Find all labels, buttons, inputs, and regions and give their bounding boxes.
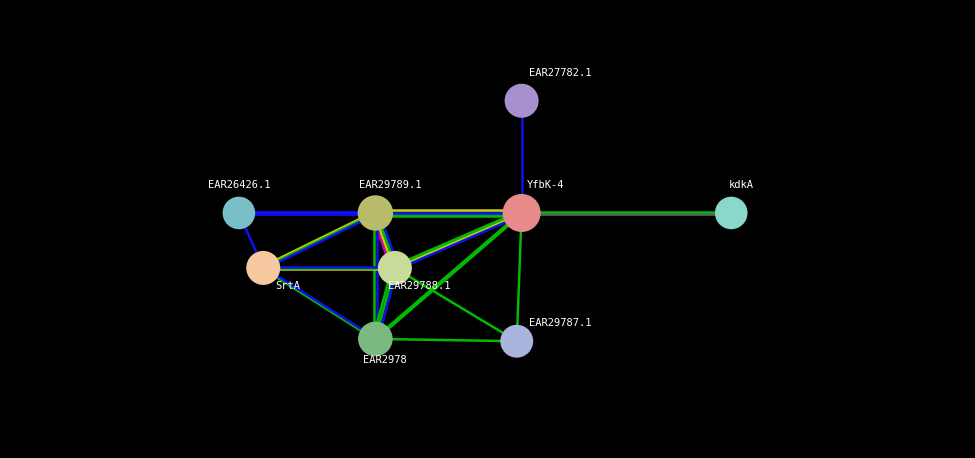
Text: EAR29789.1: EAR29789.1 xyxy=(359,180,421,191)
Text: SrtA: SrtA xyxy=(275,281,300,291)
Point xyxy=(723,209,739,217)
Text: YfbK-4: YfbK-4 xyxy=(527,180,565,191)
Point xyxy=(514,209,529,217)
Point xyxy=(231,209,247,217)
Point xyxy=(368,335,383,343)
Text: EAR27782.1: EAR27782.1 xyxy=(529,68,592,78)
Point xyxy=(514,97,529,104)
Point xyxy=(509,338,525,345)
Text: EAR29787.1: EAR29787.1 xyxy=(529,318,592,328)
Point xyxy=(387,264,403,272)
Point xyxy=(255,264,271,272)
Text: EAR26426.1: EAR26426.1 xyxy=(208,180,270,191)
Text: EAR2978: EAR2978 xyxy=(364,354,407,365)
Text: kdkA: kdkA xyxy=(728,180,754,191)
Point xyxy=(368,209,383,217)
Text: EAR29788.1: EAR29788.1 xyxy=(388,281,450,291)
